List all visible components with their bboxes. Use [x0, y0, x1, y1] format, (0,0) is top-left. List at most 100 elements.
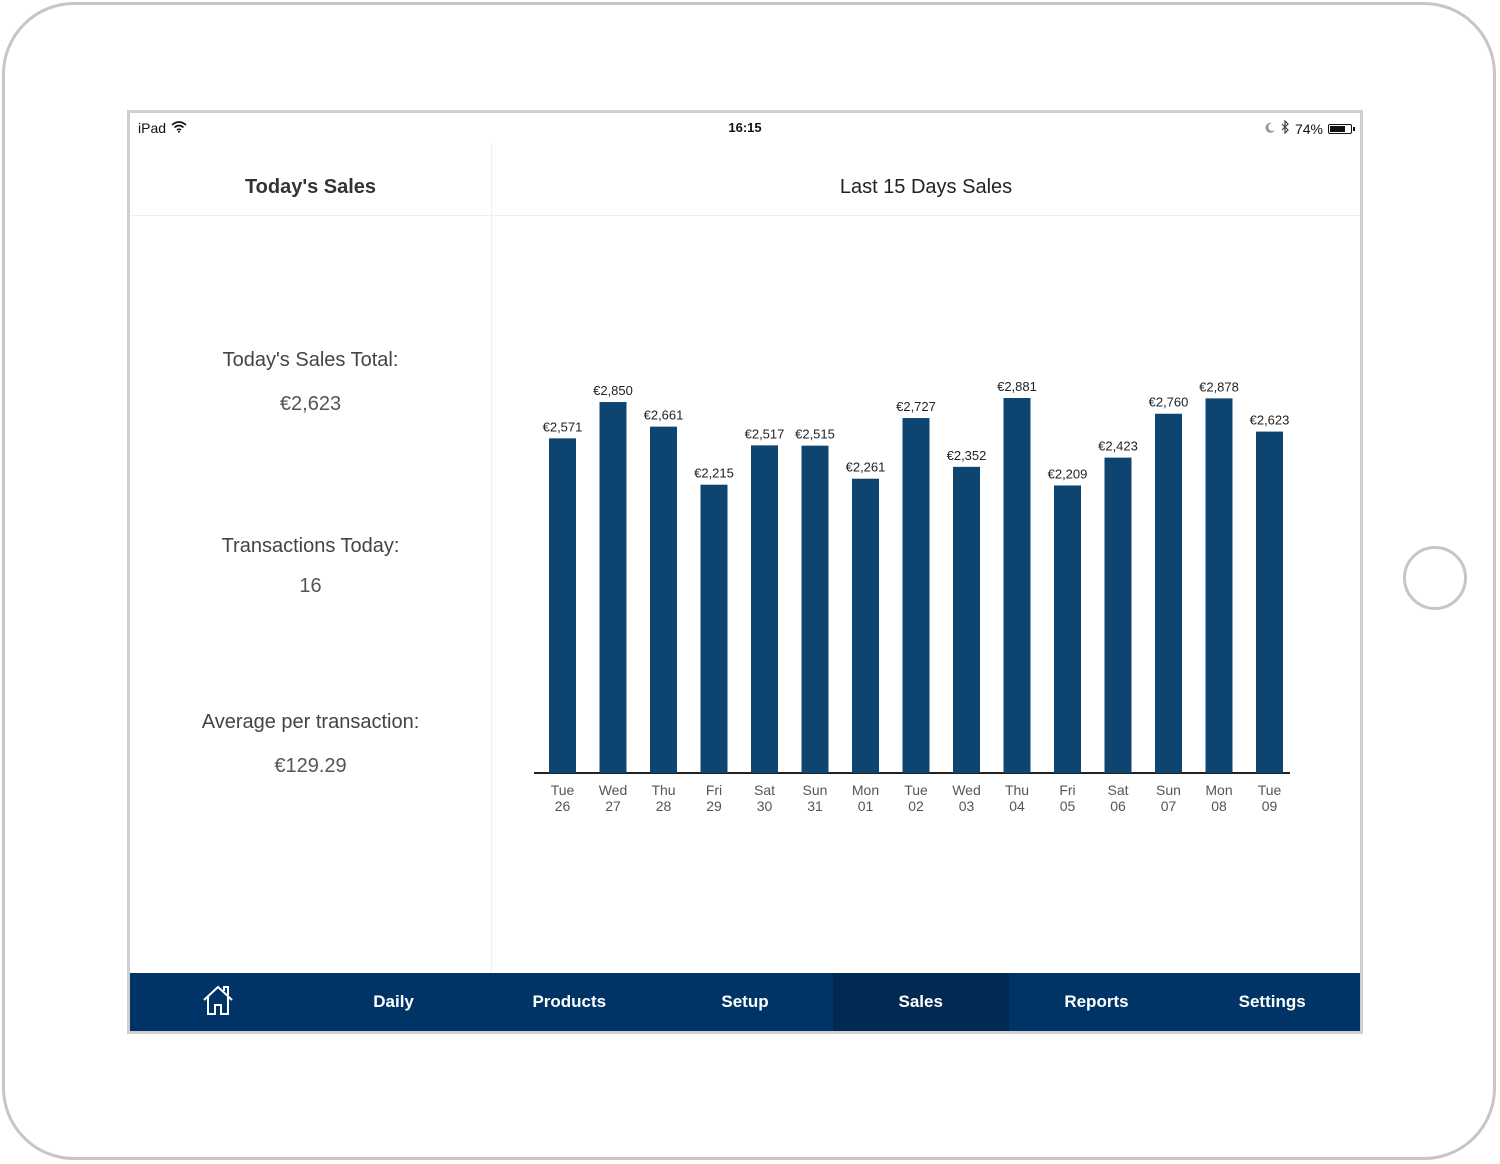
- bar-value-label: €2,571: [543, 419, 583, 434]
- bar-5[interactable]: [801, 445, 829, 773]
- tab-label: Settings: [1238, 992, 1306, 1011]
- battery-icon: [1328, 123, 1355, 134]
- tab-sales[interactable]: Sales: [832, 973, 1009, 1031]
- transactions-stat: Transactions Today: 16: [130, 534, 491, 598]
- x-tick-date-label: 04: [1009, 798, 1025, 814]
- tab-daily[interactable]: Daily: [306, 973, 482, 1031]
- battery-fill: [1330, 125, 1345, 132]
- bar-value-label: €2,423: [1098, 439, 1138, 454]
- bar-value-label: €2,352: [947, 448, 987, 463]
- bar-9[interactable]: [1003, 398, 1031, 773]
- device-name: iPad: [138, 120, 167, 136]
- x-tick-day-label: Tue: [904, 782, 928, 798]
- bar-1[interactable]: [599, 402, 627, 773]
- tab-label: Setup: [721, 992, 769, 1011]
- left-panel-title: Today's Sales: [244, 176, 377, 198]
- x-tick-day-label: Wed: [599, 782, 628, 798]
- bar-0[interactable]: [549, 438, 576, 773]
- sales-total-label: Today's Sales Total:: [222, 349, 399, 371]
- x-tick-date-label: 05: [1060, 798, 1076, 814]
- sales-bar-chart: €2,571Tue26€2,850Wed27€2,661Thu28€2,215F…: [534, 379, 1290, 814]
- x-tick-day-label: Sat: [754, 782, 775, 798]
- tab-label: Products: [532, 992, 607, 1011]
- bar-value-label: €2,760: [1149, 395, 1189, 410]
- bar-value-label: €2,881: [997, 379, 1037, 394]
- bar-value-label: €2,215: [694, 466, 734, 481]
- tab-settings[interactable]: Settings: [1184, 973, 1360, 1031]
- x-tick-date-label: 03: [959, 798, 975, 814]
- bar-6[interactable]: [852, 478, 879, 773]
- bar-2[interactable]: [650, 426, 677, 773]
- x-tick-date-label: 26: [555, 798, 571, 814]
- right-panel-title: Last 15 Days Sales: [839, 176, 1013, 198]
- tab-label: Sales: [898, 992, 943, 1011]
- tab-label: Reports: [1064, 992, 1129, 1011]
- x-tick-date-label: 06: [1110, 798, 1126, 814]
- x-tick-day-label: Tue: [1258, 782, 1282, 798]
- x-tick-day-label: Mon: [852, 782, 879, 798]
- bar-14[interactable]: [1256, 431, 1283, 773]
- bar-11[interactable]: [1104, 457, 1132, 773]
- x-tick-day-label: Mon: [1205, 782, 1232, 798]
- moon-icon: [1264, 121, 1276, 137]
- x-tick-date-label: 01: [858, 798, 874, 814]
- sales-total-value: €2,623: [279, 393, 342, 415]
- tab-label: Daily: [373, 992, 414, 1011]
- bar-7[interactable]: [902, 418, 930, 773]
- x-tick-date-label: 29: [706, 798, 722, 814]
- x-tick-day-label: Tue: [551, 782, 575, 798]
- x-tick-day-label: Fri: [706, 782, 722, 798]
- bar-value-label: €2,515: [795, 427, 835, 442]
- average-label: Average per transaction:: [201, 711, 420, 733]
- bar-8[interactable]: [953, 466, 980, 773]
- bar-value-label: €2,727: [896, 399, 936, 414]
- bar-value-label: €2,850: [593, 383, 633, 398]
- tab-products[interactable]: Products: [481, 973, 657, 1031]
- home-icon: [200, 982, 236, 1023]
- x-tick-date-label: 27: [605, 798, 621, 814]
- x-tick-date-label: 08: [1211, 798, 1227, 814]
- bar-value-label: €2,623: [1250, 413, 1290, 428]
- bar-value-label: €2,878: [1199, 379, 1239, 394]
- sales-total-stat: Today's Sales Total: €2,623: [130, 348, 491, 416]
- x-tick-date-label: 28: [656, 798, 672, 814]
- right-panel-header: Last 15 Days Sales: [492, 143, 1360, 216]
- bluetooth-icon: [1281, 119, 1290, 137]
- x-tick-date-label: 07: [1161, 798, 1177, 814]
- transactions-value: 16: [299, 575, 322, 597]
- x-tick-day-label: Thu: [1005, 782, 1029, 798]
- last-15-days-panel: Last 15 Days Sales €2,571 Tue 26 €2,850 Wed 2…: [492, 143, 1360, 973]
- bar-12[interactable]: [1155, 413, 1182, 773]
- x-tick-date-label: 31: [807, 798, 823, 814]
- bar-value-label: €2,209: [1048, 466, 1088, 481]
- tab-setup[interactable]: Setup: [657, 973, 833, 1031]
- x-tick-day-label: Sun: [1156, 782, 1181, 798]
- bar-13[interactable]: [1205, 398, 1233, 773]
- wifi-icon: [171, 120, 187, 136]
- x-tick-date-label: 30: [757, 798, 773, 814]
- bar-value-label: €2,661: [644, 408, 684, 423]
- home-button[interactable]: [1403, 546, 1467, 610]
- x-tick-day-label: Sat: [1107, 782, 1128, 798]
- bar-3[interactable]: [700, 484, 728, 773]
- x-tick-day-label: Thu: [651, 782, 675, 798]
- left-panel-header: Today's Sales: [130, 143, 491, 216]
- x-tick-day-label: Sun: [803, 782, 828, 798]
- battery-percent: 74%: [1294, 120, 1323, 137]
- bar-10[interactable]: [1054, 485, 1081, 773]
- transactions-label: Transactions Today:: [221, 535, 400, 557]
- bar-4[interactable]: [751, 445, 778, 773]
- average-stat: Average per transaction: €129.29: [130, 710, 491, 778]
- x-tick-date-label: 09: [1262, 798, 1278, 814]
- bar-value-label: €2,517: [745, 426, 785, 441]
- bar-value-label: €2,261: [846, 460, 886, 475]
- average-value: €129.29: [274, 755, 347, 777]
- screen: iPad 16:15 74%: [127, 110, 1363, 1034]
- status-bar: iPad 16:15 74%: [130, 113, 1360, 143]
- x-tick-day-label: Fri: [1059, 782, 1075, 798]
- tab-bar: Daily Products Setup Sales Reports Settings: [130, 973, 1360, 1031]
- x-tick-day-label: Wed: [952, 782, 981, 798]
- status-time: 16:15: [728, 120, 762, 135]
- tab-home[interactable]: [130, 973, 306, 1031]
- tab-reports[interactable]: Reports: [1009, 973, 1185, 1031]
